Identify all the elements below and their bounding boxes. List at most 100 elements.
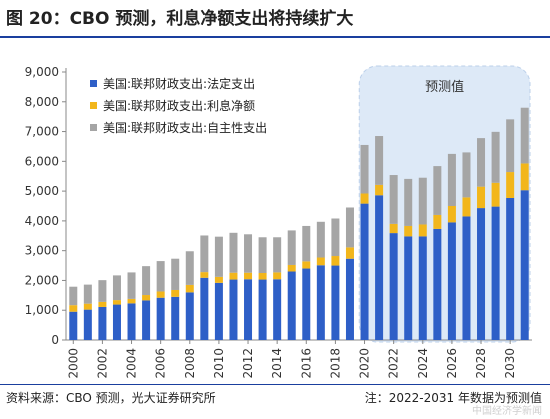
bar-segment-discretionary-2007 — [171, 258, 180, 290]
x-axis: 2000 2002 2004 2006 2008 2010 2012 2014 2016 2018… — [66, 339, 532, 379]
y-tick-label: 1,000 — [25, 303, 59, 317]
bar-segment-discretionary-2030 — [506, 119, 515, 173]
bar-segment-interest-2009 — [200, 272, 209, 278]
bar-segment-interest-2021 — [375, 184, 384, 196]
y-tick-label: 0 — [51, 333, 59, 347]
x-tick-label: 2016 — [299, 348, 313, 379]
figure-title: 图 20：CBO 预测，利息净额支出将持续扩大 — [0, 0, 550, 38]
legend-swatch-discretionary — [90, 124, 97, 131]
bar-segment-mandatory-2014 — [273, 279, 282, 340]
footer-rule — [0, 384, 550, 385]
bar-segment-discretionary-2001 — [83, 284, 92, 304]
y-tick-label: 5,000 — [25, 184, 59, 198]
bar-segment-interest-2013 — [258, 273, 267, 280]
bar-segment-mandatory-2010 — [214, 282, 223, 340]
bar-segment-mandatory-2022 — [389, 233, 398, 340]
bar-segment-interest-2022 — [389, 223, 398, 234]
bar-segment-mandatory-2026 — [447, 222, 456, 340]
bar-segment-interest-2007 — [171, 289, 180, 297]
x-tick-label: 2026 — [445, 348, 459, 379]
bar-segment-mandatory-2007 — [171, 296, 180, 340]
x-tick-label: 2012 — [241, 348, 255, 379]
bar-segment-mandatory-2012 — [244, 279, 253, 340]
bar-segment-discretionary-2013 — [258, 237, 267, 273]
bar-segment-interest-2010 — [214, 276, 223, 283]
bars — [69, 107, 529, 340]
y-tick-label: 7,000 — [25, 125, 59, 139]
bar-segment-interest-2014 — [273, 272, 282, 280]
forecast-band — [358, 65, 531, 343]
x-tick-label: 2018 — [328, 348, 342, 379]
x-tick-label: 2024 — [416, 348, 430, 379]
bar-segment-mandatory-2019 — [345, 258, 354, 340]
bar-segment-interest-2028 — [477, 186, 486, 209]
bar-segment-mandatory-2003 — [112, 304, 121, 340]
y-axis: 0 1,000 2,000 3,000 4,000 5,000 6,000 7,000 8,00… — [25, 65, 67, 347]
y-tick-label: 8,000 — [25, 95, 59, 109]
chart: 预测值 0 1,000 2,000 3,000 4,000 5,000 6,000 7,000… — [25, 65, 532, 379]
bar-segment-interest-2001 — [83, 303, 92, 310]
x-tick-label: 2000 — [66, 348, 80, 379]
bar-segment-discretionary-2011 — [229, 232, 238, 273]
bar-segment-discretionary-2015 — [287, 230, 296, 265]
bar-segment-mandatory-2018 — [331, 265, 340, 340]
bar-segment-discretionary-2008 — [185, 251, 194, 285]
bar-segment-discretionary-2009 — [200, 235, 209, 273]
x-tick-label: 2030 — [503, 348, 517, 379]
watermark: 中国经济学新闻 — [472, 406, 542, 417]
y-tick-label: 9,000 — [25, 65, 59, 79]
bar-segment-discretionary-2021 — [375, 136, 384, 185]
bar-segment-discretionary-2018 — [331, 218, 340, 257]
y-tick-label: 2,000 — [25, 273, 59, 287]
bar-segment-discretionary-2003 — [112, 275, 121, 301]
bar-segment-mandatory-2017 — [316, 265, 325, 340]
bar-segment-discretionary-2017 — [316, 221, 325, 258]
bar-segment-mandatory-2020 — [360, 203, 369, 340]
bar-segment-discretionary-2020 — [360, 144, 369, 194]
bar-segment-mandatory-2006 — [156, 297, 165, 340]
bar-segment-mandatory-2009 — [200, 277, 209, 340]
bar-segment-discretionary-2005 — [142, 266, 151, 296]
legend-swatch-mandatory — [90, 80, 97, 87]
bar-segment-mandatory-2001 — [83, 309, 92, 340]
bar-segment-mandatory-2025 — [433, 228, 442, 340]
bar-segment-interest-2000 — [69, 305, 78, 312]
bar-segment-mandatory-2030 — [506, 197, 515, 340]
bar-segment-interest-2004 — [127, 298, 136, 304]
bar-segment-interest-2012 — [244, 272, 253, 280]
bar-segment-discretionary-2031 — [520, 107, 529, 164]
bar-segment-discretionary-2025 — [433, 166, 442, 215]
bar-segment-discretionary-2014 — [273, 237, 282, 273]
bar-segment-discretionary-2028 — [477, 138, 486, 187]
forecast-label: 预测值 — [425, 79, 464, 95]
bar-segment-mandatory-2004 — [127, 303, 136, 340]
bar-segment-interest-2015 — [287, 264, 296, 272]
bar-segment-interest-2031 — [520, 163, 529, 191]
bar-segment-discretionary-2000 — [69, 286, 78, 306]
bar-segment-mandatory-2015 — [287, 271, 296, 340]
bar-segment-interest-2030 — [506, 172, 515, 198]
bar-segment-mandatory-2021 — [375, 195, 384, 340]
bar-segment-discretionary-2024 — [418, 177, 427, 225]
x-tick-label: 2010 — [212, 348, 226, 379]
bar-segment-mandatory-2005 — [142, 300, 151, 340]
bar-segment-discretionary-2002 — [98, 280, 107, 302]
bar-segment-discretionary-2026 — [447, 153, 456, 206]
bar-segment-interest-2024 — [418, 224, 427, 237]
x-tick-label: 2004 — [125, 348, 139, 379]
legend-swatch-interest — [90, 102, 97, 109]
bar-segment-interest-2023 — [404, 225, 413, 237]
bar-segment-interest-2017 — [316, 257, 325, 266]
bar-segment-mandatory-2023 — [404, 236, 413, 340]
x-tick-label: 2002 — [95, 348, 109, 379]
bar-segment-mandatory-2011 — [229, 279, 238, 340]
bar-segment-discretionary-2006 — [156, 261, 165, 292]
bar-segment-interest-2025 — [433, 214, 442, 229]
bar-segment-discretionary-2019 — [345, 207, 354, 248]
legend-label-interest: 美国:联邦财政支出:利息净额 — [103, 98, 255, 113]
bar-segment-discretionary-2029 — [491, 131, 500, 183]
bar-segment-interest-2005 — [142, 295, 151, 301]
bar-segment-interest-2027 — [462, 197, 471, 217]
bar-segment-discretionary-2023 — [404, 178, 413, 226]
source-note: 资料来源：CBO 预测，光大证券研究所 — [6, 391, 216, 405]
